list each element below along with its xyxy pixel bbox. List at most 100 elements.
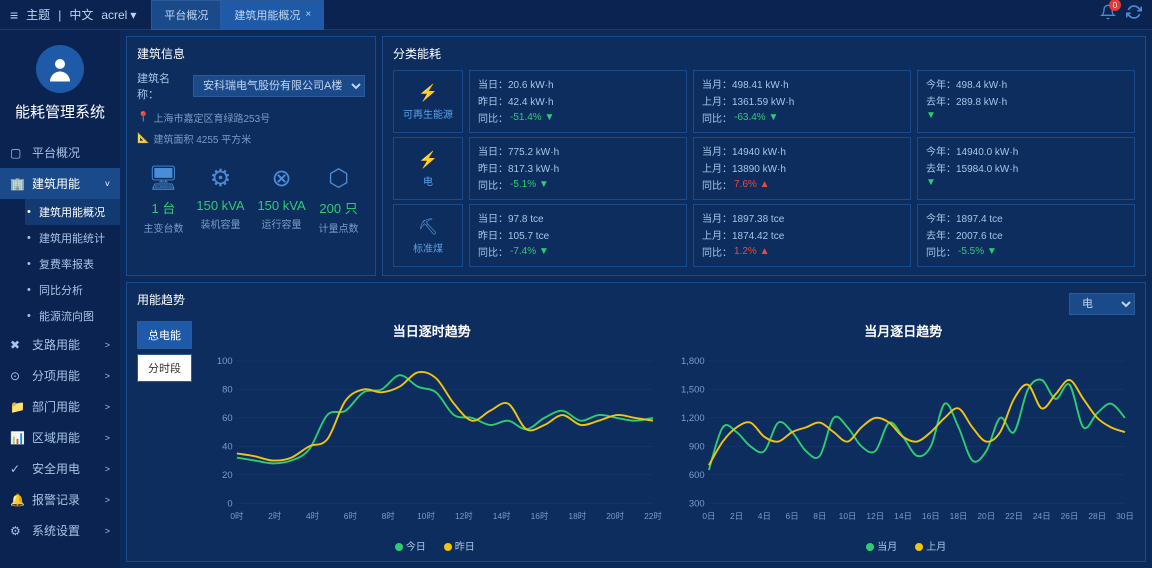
svg-text:20时: 20时 <box>606 511 624 521</box>
svg-text:40: 40 <box>222 441 233 452</box>
svg-text:2日: 2日 <box>730 511 743 521</box>
panel-title: 用能趋势 <box>137 291 185 308</box>
svg-text:14时: 14时 <box>493 511 511 521</box>
svg-text:80: 80 <box>222 385 233 396</box>
sidebar-item-6[interactable]: ✓安全用电˃ <box>0 453 120 484</box>
svg-text:18日: 18日 <box>949 511 967 521</box>
svg-text:4时: 4时 <box>306 511 320 521</box>
sidebar-item-1[interactable]: 🏢建筑用能˅ <box>0 168 120 199</box>
svg-text:12日: 12日 <box>866 511 884 521</box>
svg-text:60: 60 <box>222 413 233 424</box>
metric-0: 🖥1 台主变台数 <box>143 164 183 235</box>
metric-1: ⚙150 kVA装机容量 <box>196 164 244 235</box>
refresh-icon[interactable] <box>1126 4 1142 25</box>
energy-type-1: ⚡电 <box>393 137 463 200</box>
sidebar-item-5[interactable]: 📊区域用能˃ <box>0 422 120 453</box>
energy-cell-0-2: 今年：498.4 kW·h去年：289.8 kW·h ▼ <box>917 70 1135 133</box>
trends-panel: 用能趋势 电 总电能 分时段 当日逐时趋势 0204060801000时2时4时… <box>126 282 1146 562</box>
svg-text:20: 20 <box>222 470 233 481</box>
svg-text:1,200: 1,200 <box>680 413 704 424</box>
svg-text:1,500: 1,500 <box>680 385 704 396</box>
building-address: 📍上海市嘉定区育绿路253号 <box>137 110 365 125</box>
svg-text:2时: 2时 <box>268 511 282 521</box>
svg-text:0日: 0日 <box>702 511 715 521</box>
svg-text:14日: 14日 <box>894 511 912 521</box>
user-dropdown[interactable]: acrel▾ <box>101 8 136 22</box>
sidebar-sub-1-3[interactable]: 同比分析 <box>25 277 120 303</box>
svg-text:28日: 28日 <box>1088 511 1106 521</box>
svg-text:30日: 30日 <box>1116 511 1134 521</box>
chart1-legend: 今日昨日 <box>200 538 664 553</box>
energy-cell-1-1: 当月：14940 kW·h上月：13890 kW·h同比：7.6% ▲ <box>693 137 911 200</box>
sidebar-item-8[interactable]: ⚙系统设置˃ <box>0 515 120 546</box>
svg-text:24日: 24日 <box>1032 511 1050 521</box>
energy-cell-0-1: 当月：498.41 kW·h上月：1361.59 kW·h同比：-63.4% ▼ <box>693 70 911 133</box>
sidebar-sub-1-4[interactable]: 能源流向图 <box>25 303 120 329</box>
energy-panel: 分类能耗 ⚡可再生能源⚡电⛏标准煤 当日：20.6 kW·h昨日：42.4 kW… <box>382 36 1146 276</box>
energy-type-2: ⛏标准煤 <box>393 204 463 267</box>
svg-text:300: 300 <box>688 498 704 509</box>
energy-cell-2-1: 当月：1897.38 tce上月：1874.42 tce同比：1.2% ▲ <box>693 204 911 267</box>
svg-text:600: 600 <box>688 470 704 481</box>
svg-text:22时: 22时 <box>644 511 662 521</box>
panel-title: 分类能耗 <box>393 45 1135 62</box>
panel-title: 建筑信息 <box>137 45 365 62</box>
svg-text:22日: 22日 <box>1005 511 1023 521</box>
chart1-title: 当日逐时趋势 <box>200 321 664 340</box>
svg-text:16日: 16日 <box>921 511 939 521</box>
sidebar-item-0[interactable]: ▢平台概况 <box>0 137 120 168</box>
energy-cell-2-0: 当日：97.8 tce昨日：105.7 tce同比：-7.4% ▼ <box>469 204 687 267</box>
svg-text:100: 100 <box>217 356 233 367</box>
svg-text:12时: 12时 <box>455 511 473 521</box>
building-select[interactable]: 安科瑞电气股份有限公司A楼 <box>193 75 365 97</box>
energy-type-0: ⚡可再生能源 <box>393 70 463 133</box>
sidebar-item-7[interactable]: 🔔报警记录˃ <box>0 484 120 515</box>
hamburger-icon[interactable]: ≡ <box>10 7 18 23</box>
tab-building-energy[interactable]: 建筑用能概况× <box>221 0 324 30</box>
svg-text:1,800: 1,800 <box>680 356 704 367</box>
sidebar-item-2[interactable]: ✖支路用能˃ <box>0 329 120 360</box>
sidebar-sub-1-0[interactable]: 建筑用能概况 <box>25 199 120 225</box>
svg-text:900: 900 <box>688 441 704 452</box>
total-energy-button[interactable]: 总电能 <box>137 321 192 349</box>
time-period-button[interactable]: 分时段 <box>137 354 192 382</box>
tab-platform-overview[interactable]: 平台概况 <box>151 0 221 30</box>
building-name-label: 建筑名称： <box>137 70 187 102</box>
svg-text:26日: 26日 <box>1060 511 1078 521</box>
daily-chart: 300 600 900 1,200 1,500 1,800 0日 2日 4日 6日 8日 10日 12日… <box>672 344 1136 536</box>
svg-text:10日: 10日 <box>838 511 856 521</box>
metric-2: ⊗150 kVA运行容量 <box>257 164 305 235</box>
svg-text:20日: 20日 <box>977 511 995 521</box>
alert-badge: 0 <box>1109 0 1121 11</box>
chart2-title: 当月逐日趋势 <box>672 321 1136 340</box>
close-icon[interactable]: × <box>305 9 311 20</box>
metric-3: ⬡200 只计量点数 <box>319 164 359 235</box>
energy-cell-0-0: 当日：20.6 kW·h昨日：42.4 kW·h同比：-51.4% ▼ <box>469 70 687 133</box>
hourly-chart: 0204060801000时2时4时6时8时10时12时14时16时18时20时… <box>200 344 664 536</box>
trend-type-select[interactable]: 电 <box>1069 293 1135 315</box>
building-area: 📐建筑面积 4255 平方米 <box>137 131 365 146</box>
energy-cell-1-0: 当日：775.2 kW·h昨日：817.3 kW·h同比：-5.1% ▼ <box>469 137 687 200</box>
svg-text:0时: 0时 <box>230 511 244 521</box>
svg-text:18时: 18时 <box>568 511 586 521</box>
svg-text:4日: 4日 <box>757 511 770 521</box>
bell-icon[interactable]: 0 <box>1100 4 1116 25</box>
svg-text:10时: 10时 <box>417 511 435 521</box>
sidebar-item-3[interactable]: ⊙分项用能˃ <box>0 360 120 391</box>
svg-text:6时: 6时 <box>344 511 358 521</box>
energy-cell-2-2: 今年：1897.4 tce去年：2007.6 tce同比：-5.5% ▼ <box>917 204 1135 267</box>
svg-text:8时: 8时 <box>382 511 396 521</box>
sidebar-sub-1-1[interactable]: 建筑用能统计 <box>25 225 120 251</box>
system-title: 能耗管理系统 <box>0 101 120 122</box>
svg-text:6日: 6日 <box>785 511 798 521</box>
building-info-panel: 建筑信息 建筑名称： 安科瑞电气股份有限公司A楼 📍上海市嘉定区育绿路253号 … <box>126 36 376 276</box>
theme-label[interactable]: 主题 <box>26 6 50 23</box>
chart2-legend: 当月上月 <box>672 538 1136 553</box>
sidebar-sub-1-2[interactable]: 复费率报表 <box>25 251 120 277</box>
sidebar-item-4[interactable]: 📁部门用能˃ <box>0 391 120 422</box>
svg-text:8日: 8日 <box>813 511 826 521</box>
chevron-down-icon: ▾ <box>130 8 136 22</box>
svg-text:16时: 16时 <box>531 511 549 521</box>
lang-label[interactable]: 中文 <box>69 6 93 23</box>
avatar[interactable] <box>36 45 84 93</box>
